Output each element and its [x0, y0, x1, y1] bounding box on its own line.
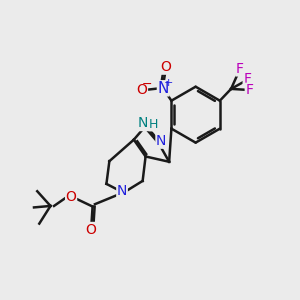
Text: F: F	[243, 73, 251, 86]
Text: O: O	[86, 223, 97, 236]
Text: −: −	[142, 78, 152, 91]
Text: N: N	[117, 184, 127, 198]
Text: N: N	[138, 116, 148, 130]
Text: F: F	[236, 62, 244, 76]
Text: F: F	[245, 83, 253, 98]
Text: H: H	[149, 118, 158, 131]
Text: O: O	[66, 190, 76, 203]
Text: +: +	[164, 78, 173, 88]
Text: O: O	[160, 60, 171, 74]
Text: O: O	[136, 83, 147, 97]
Text: N: N	[156, 134, 166, 148]
Text: N: N	[158, 81, 169, 96]
